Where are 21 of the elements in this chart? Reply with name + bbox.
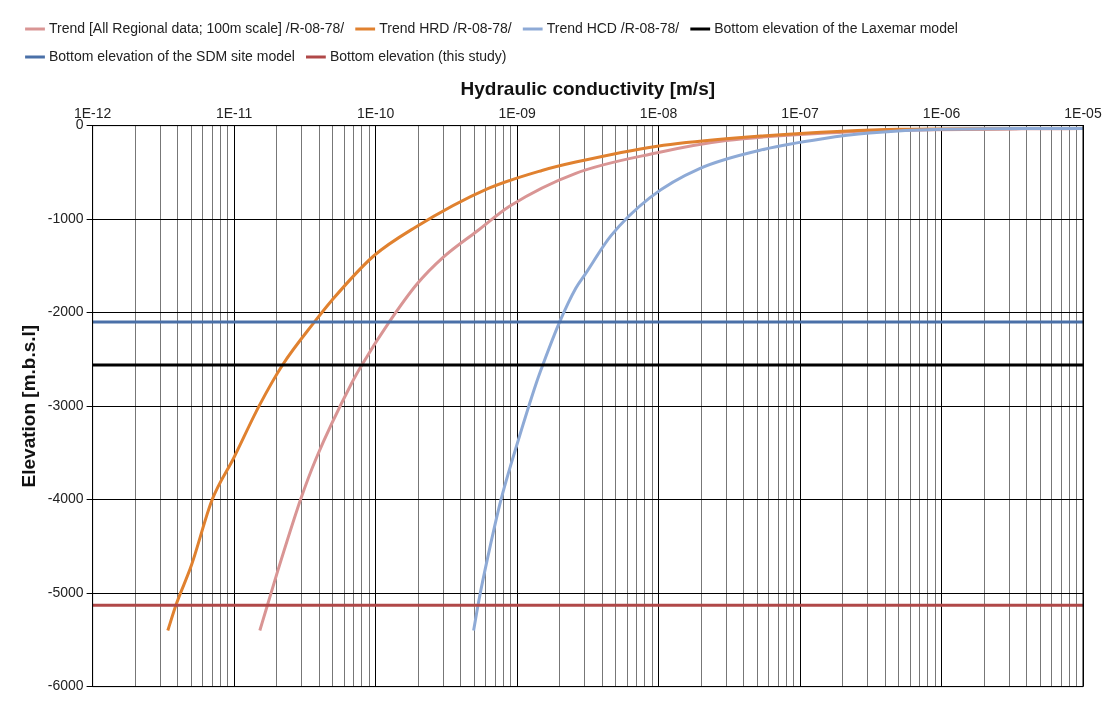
y-tick-label: -4000 [47,490,84,507]
x-tick-label: 1E-09 [498,105,536,122]
y-tick-label: -5000 [47,583,84,600]
legend-label: Bottom elevation (this study) [329,47,507,64]
x-tick-label: 1E-08 [639,105,678,122]
x-tick-label: 1E-06 [922,105,961,122]
x-tick-label: 1E-05 [1064,105,1102,122]
legend-label: Bottom elevation of the SDM site model [49,47,295,64]
x-tick-label: 1E-07 [781,105,819,122]
legend-label: Trend HCD /R-08-78/ [546,19,680,36]
y-tick-label: -3000 [47,396,84,413]
x-tick-label: 1E-10 [356,105,395,122]
y-axis-title: Elevation [m.b.s.l] [17,324,39,488]
x-tick-label: 1E-11 [215,105,253,122]
legend-label: Trend HRD /R-08-78/ [379,19,512,36]
legend-label: Trend [All Regional data; 100m scale] /R-08-78/ [49,19,345,36]
y-tick-label: -1000 [47,209,84,226]
x-axis-title: Hydraulic conductivity [m/s] [460,77,716,99]
y-tick-label: -2000 [47,303,84,320]
y-tick-label: -6000 [47,677,84,694]
legend-label: Bottom elevation of the Laxemar model [714,19,958,36]
